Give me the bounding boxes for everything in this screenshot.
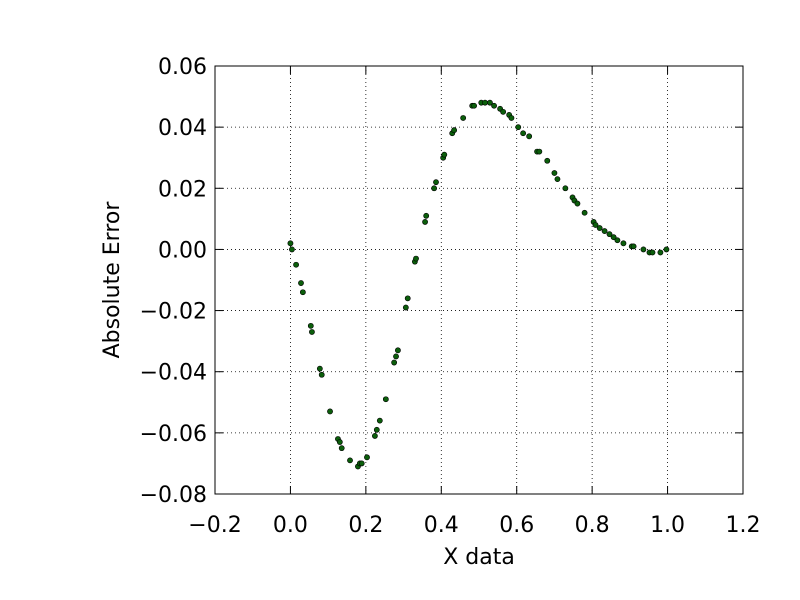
point bbox=[395, 347, 401, 354]
y-tick-label: 0.06 bbox=[158, 55, 207, 80]
point bbox=[309, 329, 315, 335]
y-tick-label: 0.04 bbox=[158, 116, 207, 141]
x-tick-label: 0.4 bbox=[424, 513, 459, 538]
point bbox=[640, 246, 647, 253]
y-tick-label: −0.06 bbox=[140, 422, 207, 447]
point bbox=[526, 133, 533, 140]
point bbox=[574, 200, 581, 207]
x-tick-label: 1.2 bbox=[726, 513, 761, 538]
point bbox=[382, 396, 389, 403]
point bbox=[554, 176, 561, 183]
point bbox=[422, 219, 428, 225]
point bbox=[431, 185, 438, 192]
point bbox=[657, 249, 664, 256]
point bbox=[508, 115, 515, 121]
y-tick-label: 0.00 bbox=[158, 238, 207, 263]
point bbox=[307, 322, 314, 329]
point bbox=[413, 255, 419, 262]
point bbox=[601, 228, 608, 234]
point bbox=[663, 246, 670, 253]
x-axis-label: X data bbox=[443, 545, 515, 570]
point bbox=[500, 108, 507, 115]
point bbox=[630, 243, 637, 250]
plot-frame bbox=[214, 65, 744, 495]
point bbox=[402, 304, 409, 311]
point bbox=[358, 460, 365, 467]
y-tick-label: −0.08 bbox=[140, 483, 207, 508]
point bbox=[287, 240, 294, 247]
point bbox=[316, 365, 323, 372]
y-tick-label: 0.02 bbox=[158, 177, 207, 202]
x-tick-label: −0.2 bbox=[188, 513, 241, 538]
y-axis-label: Absolute Error bbox=[100, 201, 125, 359]
point bbox=[614, 237, 621, 244]
point bbox=[610, 234, 617, 241]
point bbox=[592, 222, 599, 228]
point bbox=[338, 445, 345, 452]
point bbox=[544, 157, 551, 164]
point bbox=[451, 127, 458, 134]
point bbox=[491, 102, 497, 109]
point bbox=[649, 249, 656, 256]
point bbox=[298, 280, 304, 286]
point bbox=[551, 170, 558, 176]
point bbox=[441, 151, 448, 158]
point bbox=[393, 353, 399, 360]
point bbox=[482, 99, 488, 106]
point bbox=[347, 457, 353, 464]
point bbox=[318, 371, 325, 378]
point bbox=[299, 289, 306, 296]
point bbox=[620, 240, 627, 247]
y-tick-label: −0.04 bbox=[140, 361, 207, 386]
x-tick-label: 0.2 bbox=[348, 513, 383, 538]
point bbox=[460, 115, 467, 121]
point bbox=[596, 225, 603, 231]
point bbox=[404, 295, 411, 302]
x-tick-label: 0.8 bbox=[575, 513, 610, 538]
point bbox=[373, 426, 380, 433]
point bbox=[372, 433, 378, 439]
point bbox=[471, 102, 477, 109]
point bbox=[423, 212, 430, 219]
y-tick-label: −0.02 bbox=[140, 300, 207, 325]
point bbox=[487, 99, 493, 106]
point bbox=[364, 454, 370, 461]
point bbox=[433, 179, 439, 186]
point bbox=[336, 439, 343, 445]
x-tick-label: 0.6 bbox=[499, 513, 534, 538]
point bbox=[606, 231, 613, 238]
point bbox=[581, 209, 588, 216]
point bbox=[536, 148, 543, 155]
x-tick-label: 1.0 bbox=[650, 513, 685, 538]
point bbox=[376, 417, 383, 424]
x-tick-label: 0.0 bbox=[273, 513, 308, 538]
point bbox=[520, 130, 527, 137]
point bbox=[293, 261, 299, 268]
point bbox=[391, 359, 398, 366]
point bbox=[327, 408, 333, 415]
point bbox=[562, 185, 569, 192]
point bbox=[289, 246, 295, 253]
point bbox=[515, 124, 522, 131]
